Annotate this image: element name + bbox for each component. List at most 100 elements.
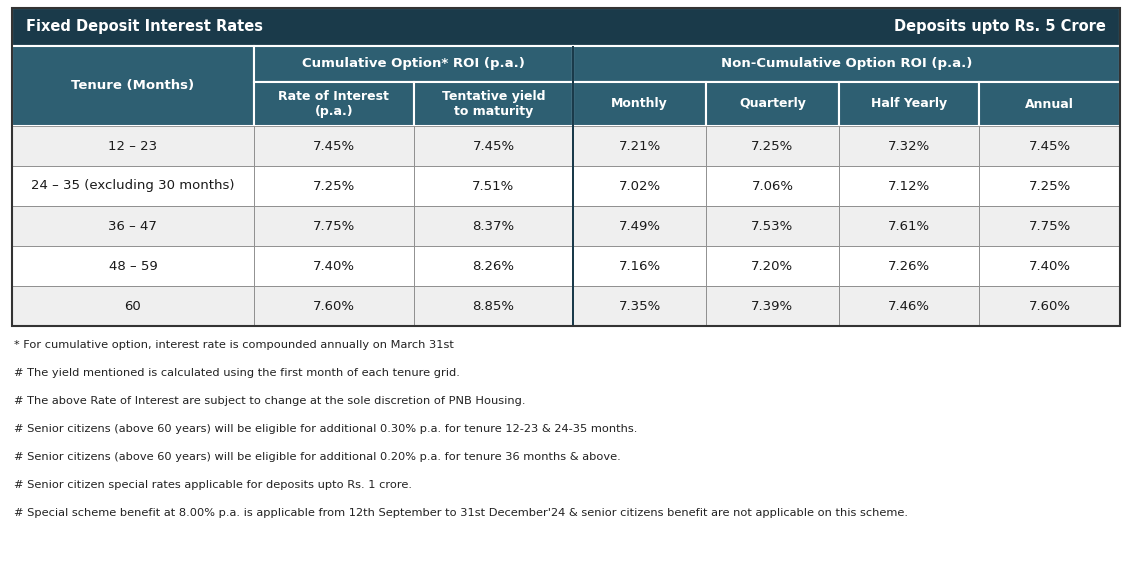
Text: 7.32%: 7.32%: [887, 139, 931, 152]
Bar: [12, 8, 1120, 46]
Bar: [254, 126, 413, 166]
Bar: [413, 126, 573, 166]
Text: 48 – 59: 48 – 59: [109, 260, 157, 273]
Text: 7.45%: 7.45%: [1029, 139, 1071, 152]
Text: # Special scheme benefit at 8.00% p.a. is applicable from 12th September to 31st: # Special scheme benefit at 8.00% p.a. i…: [14, 508, 908, 518]
Bar: [413, 286, 573, 326]
Text: 7.53%: 7.53%: [752, 219, 794, 233]
Text: 7.26%: 7.26%: [887, 260, 931, 273]
Bar: [839, 206, 979, 246]
Text: 7.51%: 7.51%: [472, 179, 515, 193]
Bar: [413, 82, 573, 126]
Text: 60: 60: [125, 300, 142, 312]
Text: 7.75%: 7.75%: [1029, 219, 1071, 233]
Bar: [573, 286, 706, 326]
Text: Half Yearly: Half Yearly: [871, 97, 947, 111]
Bar: [573, 206, 706, 246]
Text: 36 – 47: 36 – 47: [109, 219, 157, 233]
Text: 7.12%: 7.12%: [887, 179, 931, 193]
Bar: [573, 46, 574, 326]
Bar: [706, 286, 839, 326]
Bar: [979, 82, 1120, 126]
Text: * For cumulative option, interest rate is compounded annually on March 31st: * For cumulative option, interest rate i…: [14, 340, 454, 350]
Text: 7.60%: 7.60%: [1029, 300, 1071, 312]
Text: 7.39%: 7.39%: [752, 300, 794, 312]
Text: 7.20%: 7.20%: [752, 260, 794, 273]
Bar: [254, 46, 573, 82]
Text: 7.16%: 7.16%: [618, 260, 661, 273]
Bar: [706, 166, 839, 206]
Text: Tentative yield
to maturity: Tentative yield to maturity: [441, 90, 546, 118]
Bar: [573, 82, 706, 126]
Bar: [573, 46, 1120, 82]
Bar: [12, 166, 254, 206]
Bar: [254, 82, 413, 126]
Text: # Senior citizen special rates applicable for deposits upto Rs. 1 crore.: # Senior citizen special rates applicabl…: [14, 480, 412, 490]
Text: 7.61%: 7.61%: [887, 219, 931, 233]
Bar: [979, 126, 1120, 166]
Text: 7.40%: 7.40%: [312, 260, 354, 273]
Bar: [12, 206, 254, 246]
Text: Annual: Annual: [1026, 97, 1074, 111]
Text: 7.25%: 7.25%: [312, 179, 354, 193]
Bar: [12, 46, 254, 126]
Text: 8.37%: 8.37%: [472, 219, 515, 233]
Text: 7.49%: 7.49%: [619, 219, 661, 233]
Text: # Senior citizens (above 60 years) will be eligible for additional 0.30% p.a. fo: # Senior citizens (above 60 years) will …: [14, 424, 637, 434]
Text: 12 – 23: 12 – 23: [109, 139, 157, 152]
Bar: [413, 206, 573, 246]
Bar: [706, 246, 839, 286]
Bar: [839, 286, 979, 326]
Bar: [573, 246, 706, 286]
Text: 7.75%: 7.75%: [312, 219, 354, 233]
Text: Monthly: Monthly: [611, 97, 668, 111]
Bar: [839, 246, 979, 286]
Bar: [706, 206, 839, 246]
Text: 7.45%: 7.45%: [312, 139, 354, 152]
Bar: [979, 246, 1120, 286]
Bar: [254, 206, 413, 246]
Bar: [12, 126, 254, 166]
Text: 8.26%: 8.26%: [472, 260, 514, 273]
Bar: [413, 246, 573, 286]
Text: Deposits upto Rs. 5 Crore: Deposits upto Rs. 5 Crore: [894, 19, 1106, 34]
Text: 7.35%: 7.35%: [618, 300, 661, 312]
Text: # The above Rate of Interest are subject to change at the sole discretion of PNB: # The above Rate of Interest are subject…: [14, 396, 525, 406]
Text: 7.45%: 7.45%: [472, 139, 515, 152]
Text: Non-Cumulative Option ROI (p.a.): Non-Cumulative Option ROI (p.a.): [721, 57, 972, 70]
Text: 24 – 35 (excluding 30 months): 24 – 35 (excluding 30 months): [32, 179, 234, 193]
Bar: [979, 286, 1120, 326]
Text: 7.25%: 7.25%: [1029, 179, 1071, 193]
Text: 7.21%: 7.21%: [618, 139, 661, 152]
Bar: [12, 246, 254, 286]
Bar: [706, 82, 839, 126]
Bar: [12, 286, 254, 326]
Bar: [706, 126, 839, 166]
Bar: [839, 126, 979, 166]
Text: 8.85%: 8.85%: [472, 300, 514, 312]
Text: Tenure (Months): Tenure (Months): [71, 80, 195, 92]
Text: Rate of Interest
(p.a.): Rate of Interest (p.a.): [278, 90, 389, 118]
Bar: [254, 166, 413, 206]
Text: Fixed Deposit Interest Rates: Fixed Deposit Interest Rates: [26, 19, 263, 34]
Text: 7.06%: 7.06%: [752, 179, 794, 193]
Bar: [979, 206, 1120, 246]
Text: 7.25%: 7.25%: [752, 139, 794, 152]
Text: Quarterly: Quarterly: [739, 97, 806, 111]
Bar: [839, 166, 979, 206]
Text: # Senior citizens (above 60 years) will be eligible for additional 0.20% p.a. fo: # Senior citizens (above 60 years) will …: [14, 452, 620, 462]
Bar: [979, 166, 1120, 206]
Text: 7.60%: 7.60%: [312, 300, 354, 312]
Text: 7.40%: 7.40%: [1029, 260, 1071, 273]
Bar: [573, 126, 706, 166]
Text: Cumulative Option* ROI (p.a.): Cumulative Option* ROI (p.a.): [302, 57, 525, 70]
Text: 7.46%: 7.46%: [889, 300, 931, 312]
Bar: [413, 166, 573, 206]
Text: 7.02%: 7.02%: [618, 179, 661, 193]
Text: # The yield mentioned is calculated using the first month of each tenure grid.: # The yield mentioned is calculated usin…: [14, 368, 460, 378]
Bar: [254, 286, 413, 326]
Bar: [12, 8, 1120, 326]
Bar: [839, 82, 979, 126]
Bar: [573, 166, 706, 206]
Bar: [254, 246, 413, 286]
